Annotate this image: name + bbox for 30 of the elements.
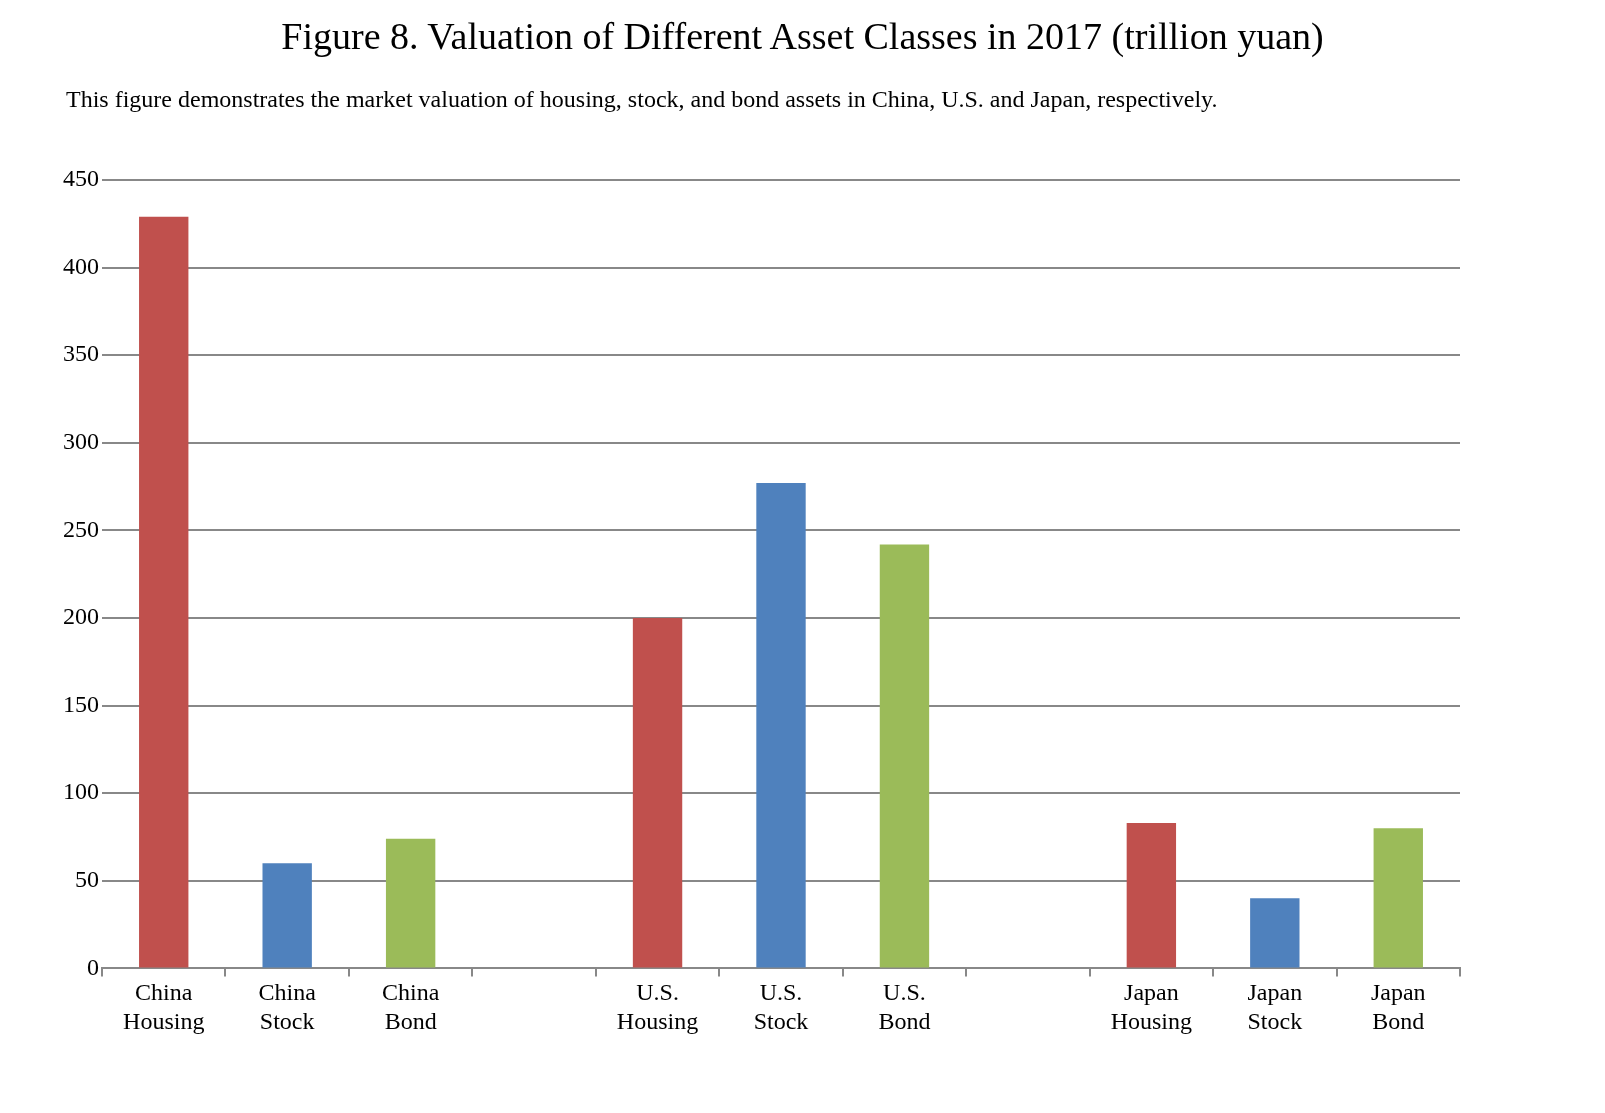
bar <box>1250 898 1300 968</box>
bar <box>1373 828 1423 968</box>
x-tick-label: Japan Housing <box>1110 979 1193 1034</box>
x-tick-label: China Stock <box>258 979 317 1034</box>
y-tick-label: 100 <box>63 778 99 805</box>
x-tick-label: U.S. Bond <box>878 979 931 1034</box>
x-tick-label: Japan Bond <box>1370 979 1426 1034</box>
bar <box>385 838 436 968</box>
y-tick-label: 450 <box>63 165 99 192</box>
y-tick-label: 250 <box>63 515 99 542</box>
x-tick-label: China Bond <box>381 979 440 1034</box>
bar <box>262 863 312 968</box>
x-tick-label: Japan Stock <box>1247 979 1303 1034</box>
bar <box>139 216 189 968</box>
y-tick-label: 350 <box>63 340 99 367</box>
x-tick-label: U.S. Stock <box>753 979 809 1034</box>
y-tick-label: 50 <box>75 866 99 893</box>
y-tick-label: 0 <box>87 953 99 980</box>
chart-title: Figure 8. Valuation of Different Asset Classes in 2017 (trillion yuan) <box>280 14 1325 58</box>
y-tick-label: 300 <box>63 428 99 455</box>
bar <box>879 544 930 968</box>
chart-subtitle: This figure demonstrates the market valuation of housing, stock, and bond assets in China, U.S. and Japan, respectively. <box>66 86 1218 113</box>
x-tick-label: U.S. Housing <box>616 979 699 1034</box>
y-tick-label: 150 <box>63 690 99 717</box>
bar <box>756 483 806 968</box>
x-tick-label: China Housing <box>123 979 205 1034</box>
y-tick-label: 200 <box>63 603 99 630</box>
bar <box>632 618 683 968</box>
y-tick-label: 400 <box>63 252 99 279</box>
bar <box>1126 822 1177 968</box>
